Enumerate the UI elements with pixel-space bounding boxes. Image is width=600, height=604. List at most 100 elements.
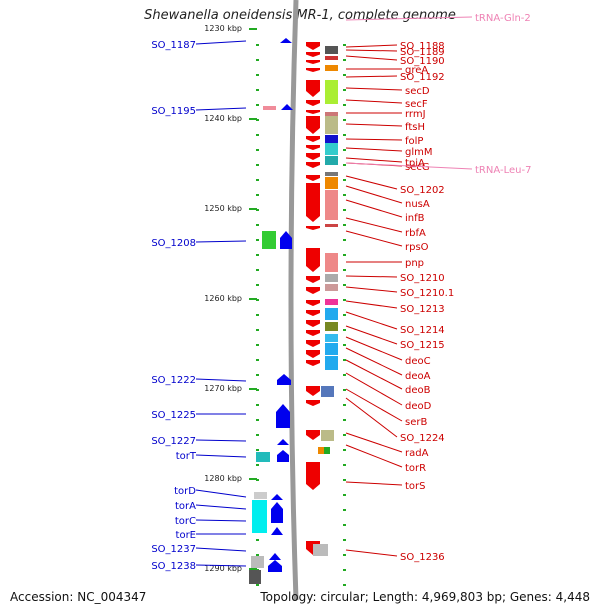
gene-arrow-forward[interactable] bbox=[306, 116, 320, 134]
gene-label[interactable]: rrmJ bbox=[405, 109, 426, 120]
gene-tore[interactable] bbox=[271, 527, 283, 535]
block-so1213[interactable] bbox=[325, 299, 338, 305]
gene-label[interactable]: deoA bbox=[405, 371, 431, 382]
gene-label[interactable]: torE bbox=[176, 530, 196, 541]
block-so1202a[interactable] bbox=[325, 172, 338, 176]
block-so1188[interactable] bbox=[325, 46, 338, 54]
gene-label[interactable]: SO_1202 bbox=[400, 185, 445, 196]
block-so1202[interactable] bbox=[325, 177, 338, 189]
block-deob[interactable] bbox=[325, 356, 338, 370]
gene-label[interactable]: infB bbox=[405, 213, 425, 224]
gene-arrow-forward[interactable] bbox=[306, 430, 320, 440]
gene-arrow-forward[interactable] bbox=[306, 310, 320, 316]
gene-tord-a[interactable] bbox=[254, 492, 267, 499]
gene-label[interactable]: SO_1214 bbox=[400, 325, 445, 336]
gene-label[interactable]: serB bbox=[405, 417, 427, 428]
gene-label[interactable]: SO_1210.1 bbox=[400, 288, 454, 299]
gene-label[interactable]: deoB bbox=[405, 385, 431, 396]
gene-label[interactable]: SO_1188 bbox=[400, 41, 445, 52]
block-so1214[interactable] bbox=[325, 308, 338, 320]
gene-label[interactable]: SO_1210 bbox=[400, 273, 445, 284]
gene-arrow-forward[interactable] bbox=[306, 386, 320, 396]
gene-label[interactable]: SO_1222 bbox=[151, 375, 196, 386]
gene-label[interactable]: SO_1189 bbox=[400, 47, 445, 58]
gene-so1222[interactable] bbox=[277, 374, 291, 385]
gene-arrow-forward[interactable] bbox=[306, 350, 320, 358]
block-folp[interactable] bbox=[325, 135, 338, 143]
gene-label[interactable]: radA bbox=[405, 448, 429, 459]
gene-label[interactable]: secD bbox=[405, 86, 430, 97]
block-tpia[interactable] bbox=[325, 156, 338, 165]
gene-label[interactable]: folP bbox=[405, 136, 423, 147]
gene-arrow-forward[interactable] bbox=[306, 42, 320, 50]
gene-arrow-forward[interactable] bbox=[306, 68, 320, 72]
gene-tora[interactable] bbox=[252, 500, 267, 533]
gene-so1237[interactable] bbox=[269, 553, 281, 560]
gene-arrow-forward[interactable] bbox=[306, 110, 320, 114]
gene-label[interactable]: secF bbox=[405, 99, 428, 110]
gene-so1238a[interactable] bbox=[251, 556, 264, 568]
block-so1224[interactable] bbox=[321, 430, 334, 441]
gene-label[interactable]: torC bbox=[175, 516, 196, 527]
block-rada-b[interactable] bbox=[324, 447, 330, 454]
block-glmm[interactable] bbox=[325, 143, 338, 155]
block-rbfa[interactable] bbox=[325, 224, 338, 227]
gene-so1187[interactable] bbox=[280, 38, 292, 43]
gene-label[interactable]: SO_1187 bbox=[151, 40, 196, 51]
block-grea[interactable] bbox=[325, 65, 338, 71]
gene-tort-b[interactable] bbox=[277, 450, 289, 462]
block-nusa-infb[interactable] bbox=[325, 190, 338, 220]
gene-arrow-forward[interactable] bbox=[306, 462, 320, 490]
block-so1210-1[interactable] bbox=[325, 284, 338, 291]
gene-so1208b[interactable] bbox=[280, 231, 292, 249]
block-serb[interactable] bbox=[321, 386, 334, 397]
gene-arrow-forward[interactable] bbox=[306, 340, 320, 347]
gene-label[interactable]: greA bbox=[405, 65, 428, 76]
gene-so1208a[interactable] bbox=[262, 231, 276, 249]
block-deoc[interactable] bbox=[325, 334, 338, 342]
gene-label[interactable]: tpiA bbox=[405, 158, 425, 169]
block-ftsh[interactable] bbox=[325, 116, 338, 134]
gene-arrow-forward[interactable] bbox=[306, 183, 320, 222]
block-rrmj[interactable] bbox=[325, 112, 338, 116]
gene-label[interactable]: SO_1192 bbox=[400, 72, 445, 83]
gene-torc[interactable] bbox=[271, 502, 283, 523]
gene-arrow-forward[interactable] bbox=[306, 162, 320, 168]
gene-so1195b[interactable] bbox=[281, 104, 293, 110]
gene-tort-a[interactable] bbox=[256, 452, 270, 462]
gene-arrow-forward[interactable] bbox=[306, 52, 320, 57]
gene-label[interactable]: torD bbox=[174, 486, 196, 497]
block-so1210[interactable] bbox=[325, 274, 338, 282]
gene-label[interactable]: torR bbox=[405, 463, 426, 474]
gene-label[interactable]: SO_1237 bbox=[151, 544, 196, 555]
gene-label[interactable]: ftsH bbox=[405, 122, 425, 133]
block-secd[interactable] bbox=[325, 80, 338, 104]
gene-label[interactable]: deoD bbox=[405, 401, 432, 412]
rna-label[interactable]: tRNA-Gln-2 bbox=[475, 13, 531, 24]
gene-label[interactable]: rpsO bbox=[405, 242, 429, 253]
gene-arrow-forward[interactable] bbox=[306, 136, 320, 142]
block-so1215[interactable] bbox=[325, 322, 338, 331]
gene-so1238[interactable] bbox=[268, 560, 282, 572]
block-so1190[interactable] bbox=[325, 56, 338, 60]
gene-arrow-forward[interactable] bbox=[306, 360, 320, 366]
gene-so1227[interactable] bbox=[277, 439, 289, 445]
gene-arrow-forward[interactable] bbox=[306, 287, 320, 294]
gene-label[interactable]: torS bbox=[405, 481, 426, 492]
gene-label[interactable]: SO_1195 bbox=[151, 106, 196, 117]
gene-arrow-forward[interactable] bbox=[306, 320, 320, 327]
gene-label[interactable]: SO_1238 bbox=[151, 561, 196, 572]
gene-label[interactable]: rbfA bbox=[405, 228, 426, 239]
gene-arrow-forward[interactable] bbox=[306, 100, 320, 106]
gene-arrow-forward[interactable] bbox=[306, 60, 320, 64]
block-so1236[interactable] bbox=[313, 544, 328, 556]
gene-arrow-forward[interactable] bbox=[306, 300, 320, 306]
gene-label[interactable]: nusA bbox=[405, 199, 430, 210]
gene-label[interactable]: SO_1224 bbox=[400, 433, 445, 444]
block-rada-a[interactable] bbox=[318, 447, 324, 454]
gene-label[interactable]: glmM bbox=[405, 147, 433, 158]
gene-arrow-forward[interactable] bbox=[306, 248, 320, 272]
gene-so1238b[interactable] bbox=[249, 570, 261, 584]
block-deoa[interactable] bbox=[325, 343, 338, 355]
gene-arrow-forward[interactable] bbox=[306, 276, 320, 283]
